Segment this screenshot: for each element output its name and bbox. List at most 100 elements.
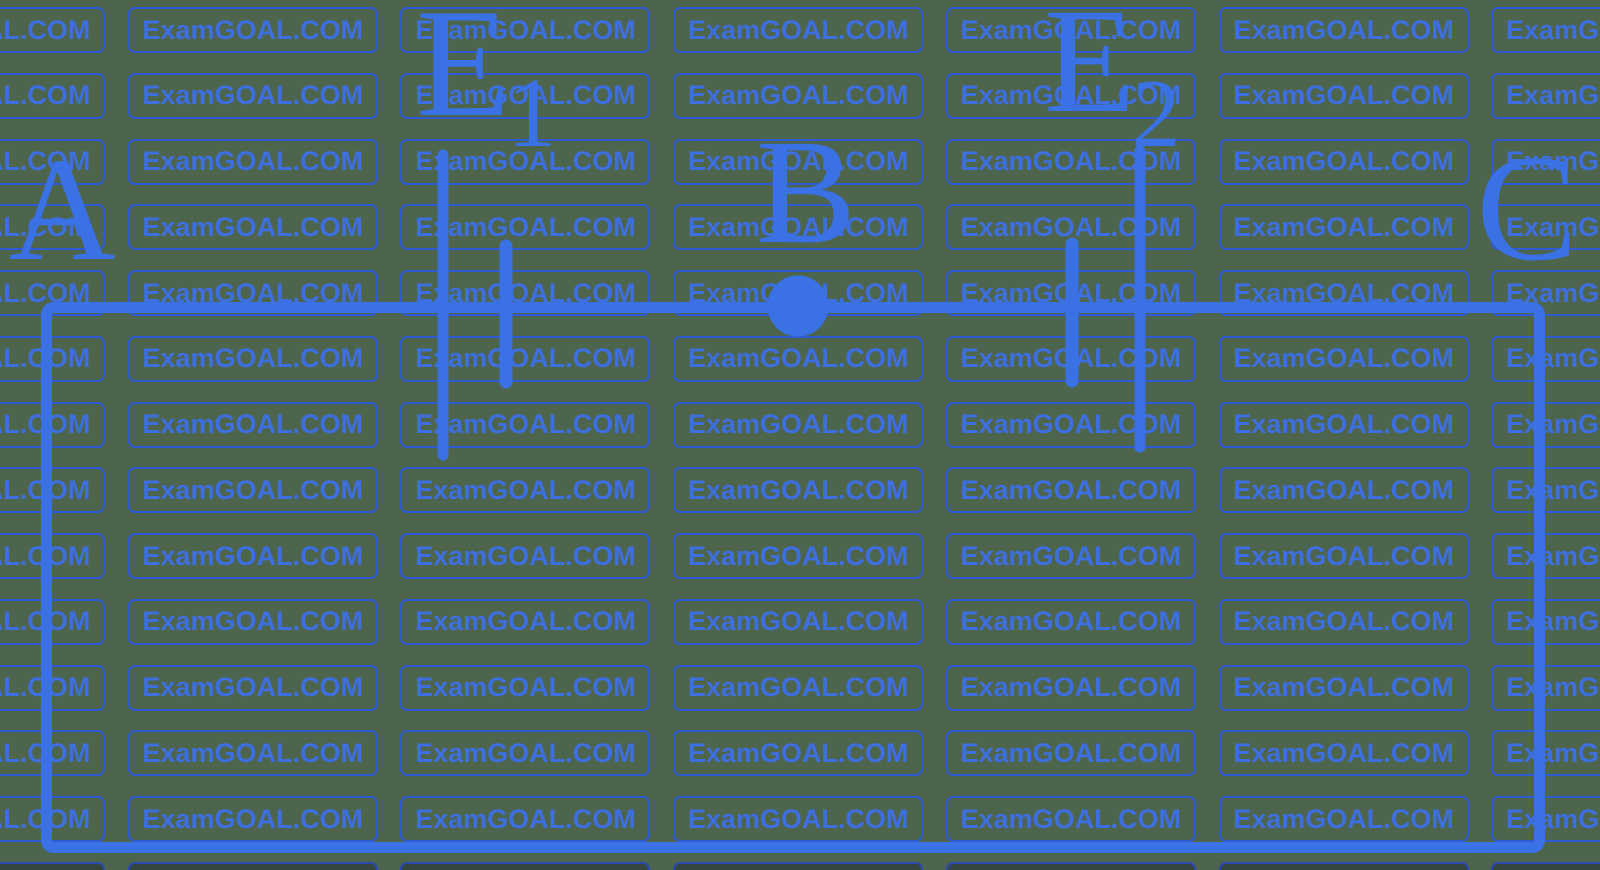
watermark-tile: ExamGOAL.COM [400, 796, 651, 843]
label-emf-e2-subscript: 2 [1131, 60, 1181, 168]
label-emf-e1-subscript: 1 [506, 57, 557, 168]
watermark-tile: ExamGOAL.COM [1218, 730, 1469, 777]
watermark-tile: ExamGOAL.COM [400, 664, 651, 711]
watermark-tile: ExamGOAL.COM [1491, 598, 1600, 645]
watermark-tile: ExamGOAL.COM [127, 467, 378, 514]
watermark-tile: ExamGOAL.COM [0, 72, 105, 119]
watermark-tile: ExamGOAL.COM [400, 204, 651, 251]
watermark-tile: ExamGOAL.COM [400, 7, 651, 53]
watermark-tile: ExamGOAL.COM [0, 7, 105, 53]
watermark-tile: ExamGOAL.COM [1491, 7, 1600, 53]
watermark-tile: ExamGOAL.COM [400, 467, 651, 514]
watermark-tile: ExamGOAL.COM [0, 598, 105, 645]
label-emf-e2-base: E [1044, 0, 1136, 144]
watermark-tile: ExamGOAL.COM [945, 862, 1196, 870]
watermark-tile: ExamGOAL.COM [945, 796, 1196, 843]
label-point-b: B [755, 109, 857, 275]
watermark-tile: ExamGOAL.COM [1491, 533, 1600, 580]
watermark-tile: ExamGOAL.COM [127, 401, 378, 448]
watermark-tile: ExamGOAL.COM [127, 7, 378, 53]
label-point-c: C [1476, 124, 1578, 292]
watermark-tile: ExamGOAL.COM [0, 335, 105, 382]
watermark-tile: ExamGOAL.COM [400, 72, 651, 119]
watermark-tile: ExamGOAL.COM [1491, 664, 1600, 711]
watermark-tile: ExamGOAL.COM [1218, 7, 1469, 53]
watermark-tile: ExamGOAL.COM [673, 796, 924, 843]
watermark-tile: ExamGOAL.COM [673, 401, 924, 448]
watermark-tile: ExamGOAL.COM [127, 796, 378, 843]
watermark-tile: ExamGOAL.COM [945, 335, 1196, 382]
watermark-tile: ExamGOAL.COM [945, 533, 1196, 580]
watermark-tile: ExamGOAL.COM [673, 664, 924, 711]
watermark-tile: ExamGOAL.COM [400, 533, 651, 580]
watermark-tile: ExamGOAL.COM [1491, 204, 1600, 251]
label-point-a: A [8, 128, 116, 292]
watermark-tile: ExamGOAL.COM [400, 270, 651, 317]
watermark-tile: ExamGOAL.COM [400, 138, 651, 185]
watermark-tile: ExamGOAL.COM [1491, 467, 1600, 514]
watermark-tile: ExamGOAL.COM [127, 335, 378, 382]
watermark-tile: ExamGOAL.COM [1491, 796, 1600, 843]
watermark-tile: ExamGOAL.COM [1218, 138, 1469, 185]
watermark-tile: ExamGOAL.COM [127, 270, 378, 317]
watermark-tile: ExamGOAL.COM [1218, 335, 1469, 382]
watermark-tile: ExamGOAL.COM [1491, 72, 1600, 119]
watermark-tile: ExamGOAL.COM [1491, 730, 1600, 777]
watermark-tile: ExamGOAL.COM [945, 204, 1196, 251]
watermark-tile: ExamGOAL.COM [1491, 270, 1600, 317]
watermark-tile: ExamGOAL.COM [1218, 467, 1469, 514]
watermark-tile: ExamGOAL.COM [945, 270, 1196, 317]
watermark-tile: ExamGOAL.COM [400, 335, 651, 382]
watermark-tile: ExamGOAL.COM [127, 204, 378, 251]
watermark-tile: ExamGOAL.COM [673, 598, 924, 645]
watermark-tile: ExamGOAL.COM [1218, 204, 1469, 251]
watermark-tile: ExamGOAL.COM [0, 533, 105, 580]
watermark-tile: ExamGOAL.COM [127, 862, 378, 870]
watermark-tile: ExamGOAL.COM [945, 730, 1196, 777]
watermark-tile: ExamGOAL.COM [1218, 401, 1469, 448]
watermark-tile: ExamGOAL.COM [1491, 335, 1600, 382]
watermark-tile: ExamGOAL.COM [1218, 72, 1469, 119]
watermark-tile: ExamGOAL.COM [673, 730, 924, 777]
watermark-tile: ExamGOAL.COM [673, 72, 924, 119]
watermark-tile: ExamGOAL.COM [0, 401, 105, 448]
watermark-tile: ExamGOAL.COM [945, 72, 1196, 119]
watermark-tile: ExamGOAL.COM [1218, 664, 1469, 711]
watermark-tile: ExamGOAL.COM [945, 401, 1196, 448]
watermark-tile: ExamGOAL.COM [945, 467, 1196, 514]
watermark-tile: ExamGOAL.COM [127, 664, 378, 711]
watermark-tile: ExamGOAL.COM [127, 138, 378, 185]
watermark-tile: ExamGOAL.COM [673, 533, 924, 580]
watermark-tile: ExamGOAL.COM [127, 598, 378, 645]
watermark-tile: ExamGOAL.COM [1218, 533, 1469, 580]
watermark-tile: ExamGOAL.COM [0, 204, 105, 251]
watermark-tile: ExamGOAL.COM [0, 664, 105, 711]
watermark-tile: ExamGOAL.COM [0, 796, 105, 843]
watermark-tile: ExamGOAL.COM [400, 862, 651, 870]
watermark-tile: ExamGOAL.COM [1218, 598, 1469, 645]
watermark-tile: ExamGOAL.COM [673, 335, 924, 382]
watermark-tile: ExamGOAL.COM [0, 138, 105, 185]
watermark-tile: ExamGOAL.COM [400, 401, 651, 448]
watermark-tile: ExamGOAL.COM [673, 467, 924, 514]
watermark-tile: ExamGOAL.COM [1218, 270, 1469, 317]
watermark-tile: ExamGOAL.COM [127, 533, 378, 580]
watermark-tile: ExamGOAL.COM [1218, 862, 1469, 870]
watermark-tile: ExamGOAL.COM [400, 598, 651, 645]
watermark-tile: ExamGOAL.COM [673, 138, 924, 185]
watermark-tile: ExamGOAL.COM [0, 730, 105, 777]
watermark-tile: ExamGOAL.COM [1218, 796, 1469, 843]
watermark-tile: ExamGOAL.COM [945, 598, 1196, 645]
watermark-tile: ExamGOAL.COM [945, 664, 1196, 711]
watermark-tile: ExamGOAL.COM [400, 730, 651, 777]
watermark-tile: ExamGOAL.COM [673, 270, 924, 317]
watermark-tile: ExamGOAL.COM [1491, 862, 1600, 870]
label-emf-e1-base: E [416, 0, 511, 149]
watermark-tile: ExamGOAL.COM [673, 862, 924, 870]
watermark-tile: ExamGOAL.COM [127, 730, 378, 777]
watermark-tile: ExamGOAL.COM [1491, 138, 1600, 185]
watermark-tile: ExamGOAL.COM [0, 467, 105, 514]
watermark-tile: ExamGOAL.COM [673, 7, 924, 53]
